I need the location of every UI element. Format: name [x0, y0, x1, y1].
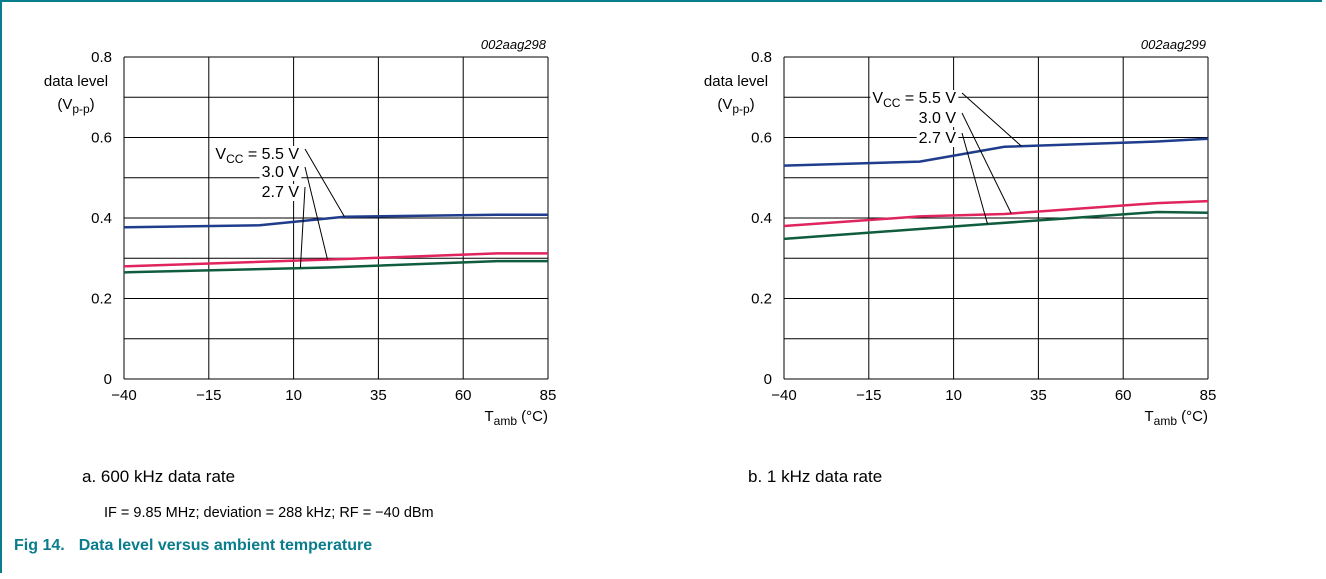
x-tick-label: −40: [771, 387, 796, 404]
figure-title: Fig 14. Data level versus ambient tempera…: [14, 537, 372, 555]
series-line: [123, 252, 548, 268]
x-tick-label: 35: [1030, 387, 1047, 404]
x-axis-label: Tamb (°C): [1144, 408, 1208, 428]
series-label: 2.7 V: [262, 184, 300, 201]
x-tick-label: 35: [370, 387, 387, 404]
y-axis-unit: (Vp-p): [717, 96, 754, 116]
chart-id-label: 002aag298: [481, 37, 547, 52]
caption-b: b. 1 kHz data rate: [748, 467, 883, 486]
caption-a: a. 600 kHz data rate: [82, 467, 236, 486]
y-tick-label: 0.8: [91, 49, 112, 66]
grid: [783, 56, 1209, 380]
x-tick-label: 60: [1115, 387, 1132, 404]
series-label: 3.0 V: [919, 110, 957, 127]
series-label: VCC = 5.5 V: [872, 90, 956, 110]
chart-id-label: 002aag299: [1141, 37, 1206, 52]
y-tick-label: 0.4: [751, 210, 772, 227]
y-tick-label: 0.4: [91, 210, 112, 227]
y-tick-label: 0.6: [91, 130, 112, 147]
leader-line: [304, 148, 345, 218]
chart-600khz: −40 −15 10 35 60 85 0 0.2 0.4 0.6 0.8 002aag298 data…: [44, 37, 557, 428]
series-label: 3.0 V: [262, 164, 300, 181]
series-line: [123, 259, 548, 274]
series-label: VCC = 5.5 V: [215, 146, 299, 166]
series-line: [123, 213, 548, 229]
y-tick-label: 0.6: [751, 130, 772, 147]
leader-line: [961, 112, 1012, 214]
leader-line: [961, 132, 989, 225]
y-tick-label: 0: [764, 371, 772, 388]
x-axis-label: Tamb (°C): [484, 408, 548, 428]
y-tick-label: 0.2: [751, 291, 772, 308]
series-label: 2.7 V: [919, 130, 957, 147]
x-tick-label: 10: [945, 387, 962, 404]
y-axis-label: data level: [704, 73, 768, 90]
figure-title-text: Data level versus ambient temperature: [78, 537, 373, 554]
y-tick-label: 0.8: [751, 49, 772, 66]
chart-1khz: −40 −15 10 35 60 85 0 0.2 0.4 0.6 0.8 002aag299 data…: [704, 37, 1217, 428]
y-tick-label: 0: [104, 371, 112, 388]
x-tick-label: −40: [111, 387, 136, 404]
series-line: [783, 137, 1209, 167]
leader-line: [299, 186, 306, 269]
x-tick-label: −15: [196, 387, 221, 404]
x-tick-label: 85: [540, 387, 557, 404]
x-tick-label: 85: [1200, 387, 1217, 404]
leader-line: [304, 166, 329, 260]
test-conditions-note: IF = 9.85 MHz; deviation = 288 kHz; RF =…: [104, 505, 434, 521]
x-tick-label: 10: [285, 387, 302, 404]
x-tick-label: 60: [455, 387, 472, 404]
y-axis-label: data level: [44, 73, 108, 90]
series-line: [783, 210, 1209, 241]
x-tick-label: −15: [856, 387, 881, 404]
y-tick-label: 0.2: [91, 291, 112, 308]
series-line: [783, 199, 1209, 228]
leader-line: [961, 92, 1022, 147]
figure-number: Fig 14.: [14, 537, 65, 554]
y-axis-unit: (Vp-p): [57, 96, 94, 116]
